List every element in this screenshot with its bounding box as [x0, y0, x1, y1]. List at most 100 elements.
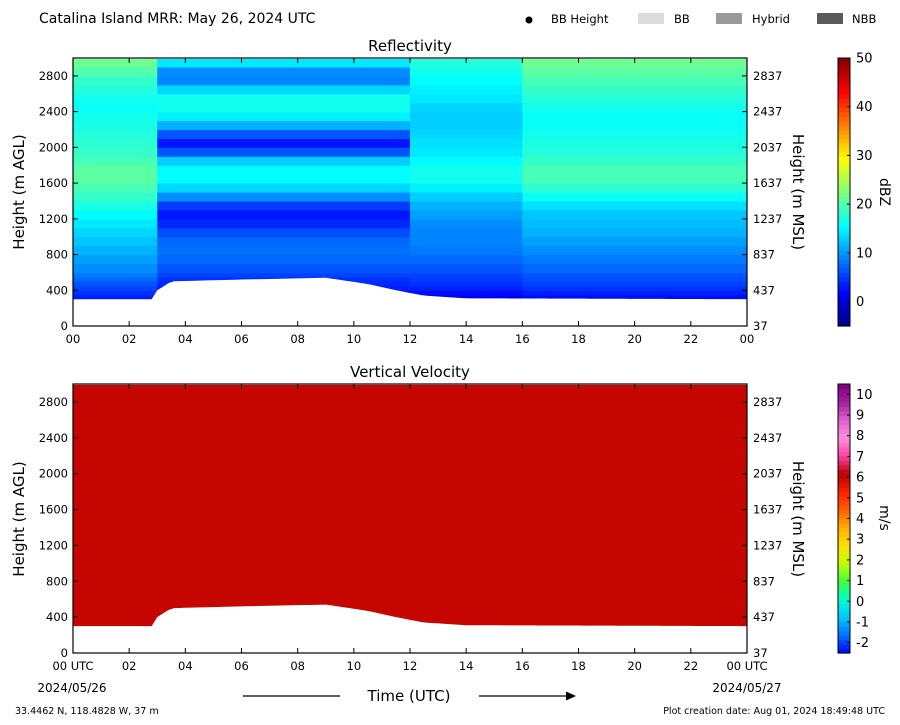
- bb-height-legend-marker: [525, 16, 533, 24]
- colorbar-segment: [838, 567, 850, 573]
- reflectivity-cell: [522, 183, 747, 193]
- colorbar-segment: [838, 424, 850, 430]
- reflectivity-cell: [522, 294, 747, 300]
- colorbar-segment: [838, 384, 850, 390]
- colorbar-segment: [838, 120, 850, 126]
- reflectivity-cell: [410, 93, 523, 104]
- colorbar-segment: [838, 241, 850, 247]
- colorbar-tick-label: 10: [856, 388, 873, 403]
- x-tick-label: 16: [515, 659, 530, 673]
- reflectivity-cell: [410, 200, 523, 211]
- colorbar-segment: [838, 196, 850, 202]
- x-tick-label: 22: [684, 659, 699, 673]
- colorbar-tick-label: 9: [856, 409, 864, 424]
- x-tick-label: 00 UTC: [52, 659, 93, 673]
- x-tick-label: 10: [347, 332, 362, 346]
- reflectivity-cell: [73, 236, 158, 247]
- x-tick-label: 06: [234, 659, 249, 673]
- colorbar-segment: [838, 80, 850, 86]
- reflectivity-cell: [73, 102, 158, 113]
- colorbar-segment: [838, 464, 850, 470]
- velocity-colorbar-label: m/s: [876, 505, 892, 531]
- reflectivity-cell: [157, 111, 411, 122]
- colorbar-segment: [838, 214, 850, 220]
- reflectivity-cell: [522, 218, 747, 229]
- colorbar-segment: [838, 451, 850, 457]
- y-tick-label-right: 2837: [753, 69, 782, 83]
- colorbar-segment: [838, 151, 850, 157]
- reflectivity-cell: [410, 236, 523, 247]
- bb-legend-swatch: [638, 13, 664, 24]
- reflectivity-title: Reflectivity: [368, 37, 452, 55]
- colorbar-tick-label: 0: [856, 595, 864, 610]
- colorbar-segment: [838, 522, 850, 529]
- y-tick-label-right: 1237: [753, 538, 782, 552]
- colorbar-segment: [838, 294, 850, 300]
- reflectivity-cell: [410, 192, 523, 202]
- reflectivity-cell: [410, 138, 523, 148]
- reflectivity-cell: [522, 200, 747, 211]
- colorbar-segment: [838, 178, 850, 184]
- colorbar-segment: [838, 531, 850, 538]
- colorbar-segment: [838, 200, 850, 206]
- colorbar-segment: [838, 138, 850, 144]
- reflectivity-cell: [157, 156, 411, 166]
- reflectivity-cell: [73, 129, 158, 139]
- reflectivity-cell: [410, 245, 523, 256]
- reflectivity-cell: [410, 276, 523, 282]
- reflectivity-cell: [522, 120, 747, 131]
- velocity-ylabel: Height (m AGL): [10, 461, 28, 576]
- nbb-legend-label: NBB: [852, 12, 876, 26]
- colorbar-segment: [838, 321, 850, 327]
- reflectivity-cell: [522, 209, 747, 220]
- x-tick-label: 18: [571, 659, 586, 673]
- reflectivity-ylabel: Height (m AGL): [10, 134, 28, 249]
- reflectivity-cell: [410, 111, 523, 122]
- colorbar-tick-label: 3: [856, 533, 864, 548]
- colorbar-segment: [838, 299, 850, 305]
- reflectivity-cell: [73, 183, 158, 193]
- reflectivity-cell: [410, 147, 523, 157]
- reflectivity-heatmap: [73, 58, 747, 326]
- reflectivity-cell: [410, 165, 523, 175]
- colorbar-segment: [838, 147, 850, 153]
- reflectivity-cell: [73, 290, 158, 296]
- colorbar-segment: [838, 415, 850, 421]
- colorbar-segment: [838, 250, 850, 256]
- reflectivity-no-echo-region: [73, 277, 747, 326]
- x-tick-label: 08: [290, 659, 305, 673]
- reflectivity-cell: [157, 147, 411, 157]
- reflectivity-cell: [157, 236, 411, 247]
- reflectivity-cell: [157, 75, 411, 86]
- colorbar-segment: [838, 205, 850, 211]
- colorbar-segment: [838, 142, 850, 148]
- reflectivity-cell: [522, 102, 747, 113]
- y-tick-label: 800: [46, 248, 68, 262]
- reflectivity-cell: [73, 263, 158, 273]
- reflectivity-cell: [410, 218, 523, 229]
- reflectivity-cell: [73, 276, 158, 282]
- y-tick-label: 2000: [39, 140, 68, 154]
- bb-legend-label: BB: [674, 12, 690, 26]
- reflectivity-cell: [157, 138, 411, 148]
- colorbar-segment: [838, 245, 850, 251]
- reflectivity-cell: [73, 174, 158, 184]
- colorbar-segment: [838, 581, 850, 587]
- x-tick-label: 18: [571, 332, 586, 346]
- reflectivity-cell: [410, 174, 523, 184]
- reflectivity-cell: [157, 129, 411, 139]
- colorbar-segment: [838, 93, 850, 99]
- colorbar-segment: [838, 491, 850, 497]
- colorbar-tick-label: 2: [856, 553, 864, 568]
- colorbar-segment: [838, 406, 850, 412]
- reflectivity-cell: [157, 174, 411, 184]
- colorbar-segment: [838, 505, 850, 511]
- reflectivity-cell: [410, 227, 523, 238]
- reflectivity-cell: [73, 138, 158, 148]
- reflectivity-cell: [157, 66, 411, 77]
- reflectivity-cell: [522, 174, 747, 184]
- reflectivity-cell: [522, 245, 747, 256]
- velocity-colorbar: -2 -1 0 1 2 3 4 5 6 7 8 9 10: [837, 383, 873, 654]
- y-tick-label-right: 2437: [753, 431, 782, 445]
